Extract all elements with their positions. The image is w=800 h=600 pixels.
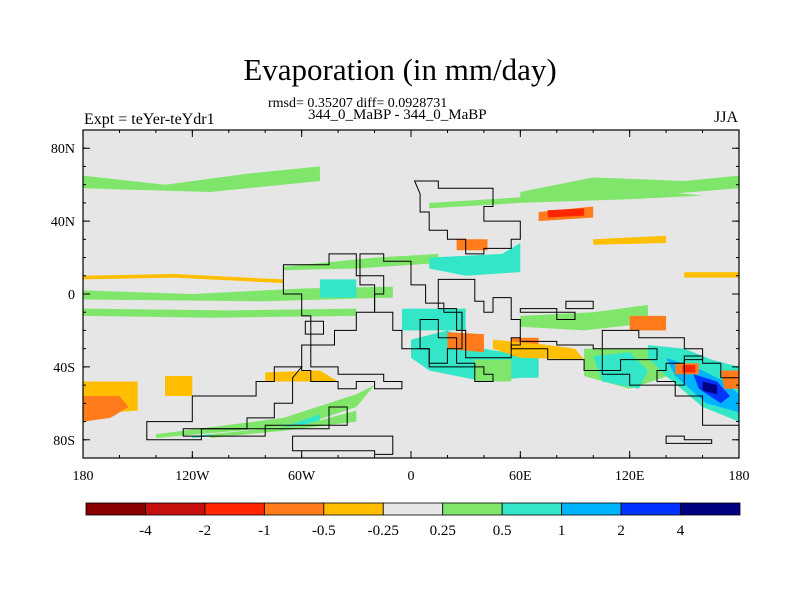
colorbar-label: -0.5 [312, 523, 336, 539]
colorbar-label: 1 [558, 523, 566, 539]
colorbar: -4 -2 -1 -0.5 -0.25 0.25 0.5 1 2 4 [86, 503, 740, 539]
y-tick-label: 80N [51, 142, 75, 157]
x-tick-label: 60E [509, 469, 532, 484]
colorbar-label: 0.5 [493, 523, 512, 539]
contour-region [320, 279, 356, 297]
colorbar-label: 4 [677, 523, 685, 539]
x-tick-label: 0 [408, 469, 415, 484]
colorbar-swatch [324, 503, 383, 515]
contour-region [457, 239, 488, 250]
y-tick-label: 40N [51, 215, 75, 230]
x-tick-label: 120W [175, 469, 210, 484]
x-tick-label: 180 [729, 469, 750, 484]
contour-region [520, 360, 538, 378]
colorbar-swatch [443, 503, 502, 515]
colorbar-label: -1 [258, 523, 271, 539]
x-tick-label: 120E [615, 469, 645, 484]
colorbar-label: 0.25 [430, 523, 456, 539]
colorbar-swatch [205, 503, 264, 515]
contour-region [630, 316, 666, 331]
colorbar-label: -4 [139, 523, 152, 539]
colorbar-label: -2 [199, 523, 212, 539]
colorbar-swatch [621, 503, 680, 515]
colorbar-label: -0.25 [368, 523, 399, 539]
y-tick-label: 80S [53, 434, 75, 449]
x-tick-label: 60W [288, 469, 316, 484]
contour-region [684, 272, 739, 278]
colorbar-swatch [145, 503, 204, 515]
y-tick-label: 0 [68, 288, 75, 303]
colorbar-swatch [681, 503, 740, 515]
colorbar-swatch [86, 503, 145, 515]
colorbar-swatch [264, 503, 323, 515]
colorbar-swatch [502, 503, 561, 515]
x-tick-label: 180 [73, 469, 94, 484]
y-tick-label: 40S [53, 361, 75, 376]
colorbar-label: 2 [617, 523, 625, 539]
colorbar-swatch [383, 503, 442, 515]
contour-region [165, 376, 192, 396]
colorbar-swatch [562, 503, 621, 515]
